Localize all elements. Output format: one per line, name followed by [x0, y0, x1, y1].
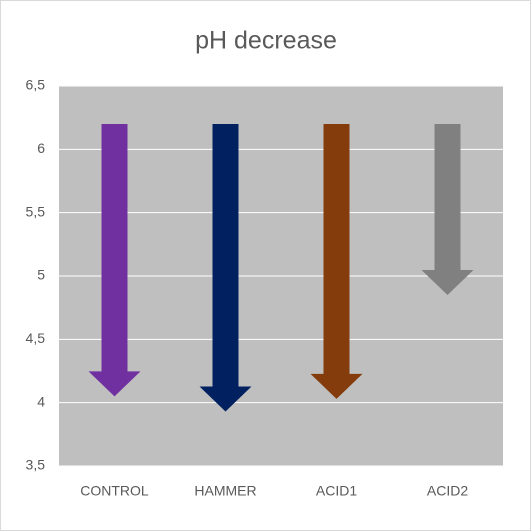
- y-tick-label: 6,5: [26, 77, 46, 93]
- arrow: [421, 124, 474, 295]
- y-tick-label: 6: [37, 140, 45, 156]
- y-tick-label: 5: [37, 267, 45, 283]
- x-tick-label: CONTROL: [80, 483, 149, 499]
- arrow: [310, 124, 363, 399]
- y-tick-label: 4: [37, 393, 45, 409]
- y-tick-label: 3,5: [26, 457, 46, 473]
- x-tick-label: ACID1: [316, 483, 357, 499]
- chart-title: pH decrease: [195, 27, 337, 55]
- arrow: [88, 124, 141, 397]
- y-tick-label: 4,5: [26, 330, 46, 346]
- x-tick-label: ACID2: [427, 483, 468, 499]
- x-tick-label: HAMMER: [194, 483, 256, 499]
- arrow: [199, 124, 252, 412]
- y-tick-label: 5,5: [26, 203, 46, 219]
